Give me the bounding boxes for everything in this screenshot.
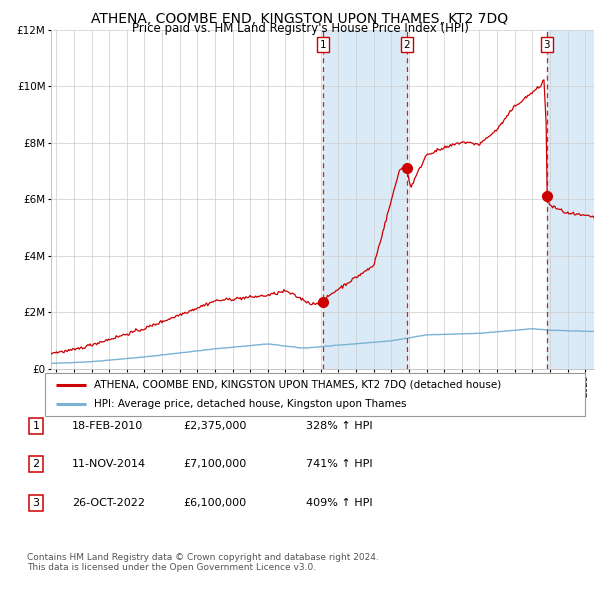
Text: 3: 3 <box>544 40 550 50</box>
Text: Contains HM Land Registry data © Crown copyright and database right 2024.
This d: Contains HM Land Registry data © Crown c… <box>27 553 379 572</box>
Text: HPI: Average price, detached house, Kingston upon Thames: HPI: Average price, detached house, King… <box>94 399 406 409</box>
Text: Price paid vs. HM Land Registry's House Price Index (HPI): Price paid vs. HM Land Registry's House … <box>131 22 469 35</box>
Text: 2: 2 <box>32 460 40 469</box>
Bar <box>547 30 594 369</box>
Text: 328% ↑ HPI: 328% ↑ HPI <box>306 421 373 431</box>
Text: 3: 3 <box>32 498 40 507</box>
Text: 1: 1 <box>320 40 326 50</box>
Text: ATHENA, COOMBE END, KINGSTON UPON THAMES, KT2 7DQ: ATHENA, COOMBE END, KINGSTON UPON THAMES… <box>91 12 509 26</box>
Text: 11-NOV-2014: 11-NOV-2014 <box>72 460 146 469</box>
Text: £2,375,000: £2,375,000 <box>183 421 247 431</box>
Text: £6,100,000: £6,100,000 <box>183 498 246 507</box>
Text: 1: 1 <box>32 421 40 431</box>
Text: ATHENA, COOMBE END, KINGSTON UPON THAMES, KT2 7DQ (detached house): ATHENA, COOMBE END, KINGSTON UPON THAMES… <box>94 380 501 390</box>
Text: 26-OCT-2022: 26-OCT-2022 <box>72 498 145 507</box>
Text: £7,100,000: £7,100,000 <box>183 460 246 469</box>
FancyBboxPatch shape <box>45 373 585 416</box>
Text: 409% ↑ HPI: 409% ↑ HPI <box>306 498 373 507</box>
Bar <box>323 30 407 369</box>
Text: 18-FEB-2010: 18-FEB-2010 <box>72 421 143 431</box>
Text: 2: 2 <box>403 40 410 50</box>
Text: 741% ↑ HPI: 741% ↑ HPI <box>306 460 373 469</box>
